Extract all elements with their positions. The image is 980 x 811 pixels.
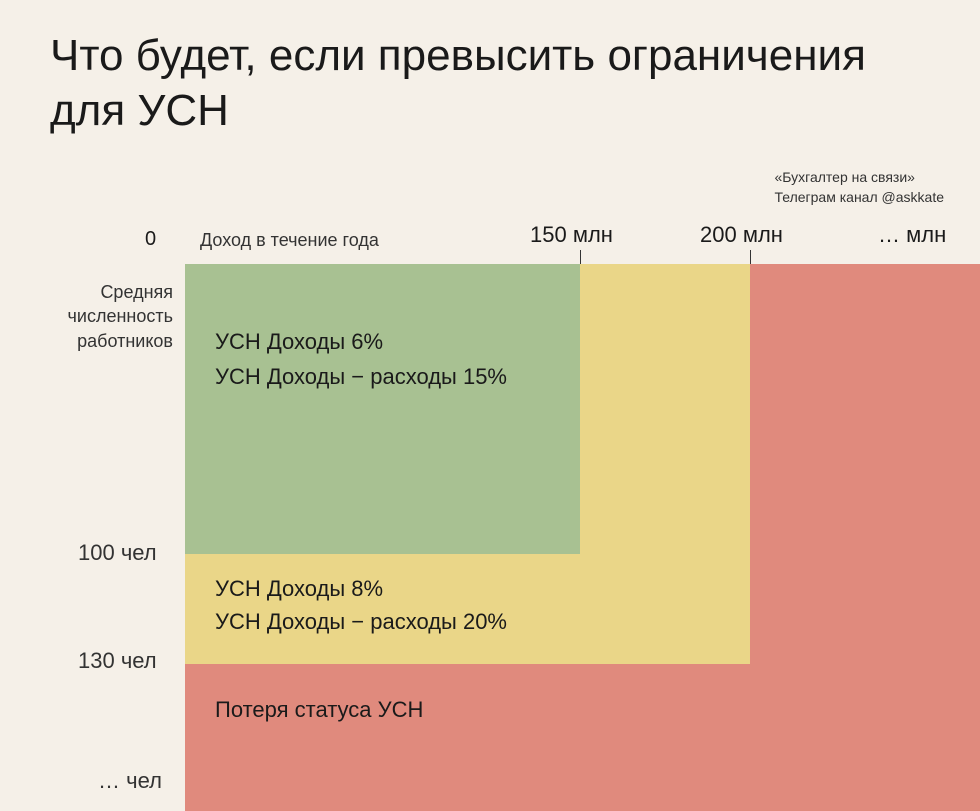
- zone-yellow-line-1: УСН Доходы 8%: [215, 572, 507, 605]
- attribution: «Бухгалтер на связи» Телеграм канал @ask…: [775, 168, 945, 207]
- x-tick-mark-200: [750, 250, 751, 264]
- zone-green-text: УСН Доходы 6% УСН Доходы − расходы 15%: [215, 324, 507, 394]
- plot-area: УСН Доходы 6% УСН Доходы − расходы 15% У…: [185, 264, 980, 811]
- x-axis: 0 Доход в течение года 150 млн 200 млн ……: [0, 220, 980, 264]
- chart-container: 0 Доход в течение года 150 млн 200 млн ……: [0, 220, 980, 811]
- y-axis-more: … чел: [98, 768, 162, 794]
- attribution-line-2: Телеграм канал @askkate: [775, 188, 945, 208]
- attribution-line-1: «Бухгалтер на связи»: [775, 168, 945, 188]
- x-axis-tick-200: 200 млн: [700, 222, 783, 248]
- x-axis-zero: 0: [145, 228, 156, 251]
- zone-yellow-text: УСН Доходы 8% УСН Доходы − расходы 20%: [215, 572, 507, 638]
- zone-green-line-1: УСН Доходы 6%: [215, 324, 507, 359]
- x-axis-caption: Доход в течение года: [200, 230, 379, 251]
- y-axis-caption: Средняя численность работников: [28, 280, 173, 353]
- zone-green-line-2: УСН Доходы − расходы 15%: [215, 359, 507, 394]
- y-axis-tick-130: 130 чел: [78, 648, 157, 674]
- zone-yellow-line-2: УСН Доходы − расходы 20%: [215, 605, 507, 638]
- zone-green: [185, 264, 580, 554]
- page-title: Что будет, если превысить ограничения дл…: [0, 0, 980, 148]
- x-tick-mark-150: [580, 250, 581, 264]
- y-axis-tick-100: 100 чел: [78, 540, 157, 566]
- x-axis-more: … млн: [878, 222, 946, 248]
- zone-red-text: Потеря статуса УСН: [215, 692, 423, 727]
- x-axis-tick-150: 150 млн: [530, 222, 613, 248]
